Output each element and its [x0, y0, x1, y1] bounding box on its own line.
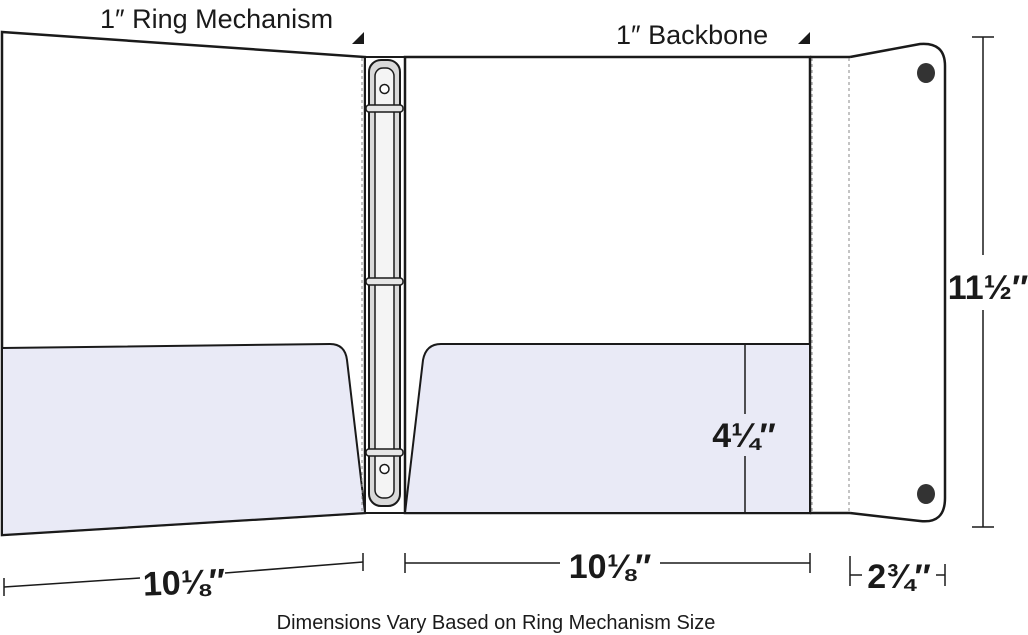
left-width-line-a [3, 577, 141, 588]
ring-mechanism-pointer-icon [352, 32, 364, 44]
ring-rivet-top [379, 83, 390, 95]
caption: Dimensions Vary Based on Ring Mechanism … [277, 612, 716, 634]
pocket-height-label: 4¼″ [712, 417, 776, 455]
flap-width-label: 2¾″ [867, 558, 931, 596]
ring-clip-top [365, 104, 404, 113]
flap-rivet-bottom [917, 484, 935, 504]
left-width-label: 10⅛″ [142, 562, 226, 604]
pocket-label-bg [708, 414, 784, 456]
ring-clip-middle [365, 277, 404, 286]
left-panel [0, 30, 367, 537]
height-label: 11½″ [948, 269, 1028, 307]
left-width-line-b [224, 561, 364, 574]
flap-rivet-top [917, 63, 935, 83]
backbone-label: 1″ Backbone [616, 20, 768, 50]
right-width-label: 10⅛″ [569, 548, 651, 586]
height-dimension: 11½″ [948, 36, 1028, 528]
ring-mechanism-label: 1″ Ring Mechanism [100, 4, 333, 34]
height-label-bg [950, 258, 1026, 308]
backbone [810, 55, 850, 515]
right-pocket [403, 343, 811, 514]
left-pocket [0, 342, 367, 537]
backbone-pointer-icon [798, 32, 810, 44]
flap-outline [849, 42, 947, 523]
ring-mechanism [365, 59, 404, 507]
flap-width-dimension: 2¾″ [849, 556, 946, 596]
left-width-dimension: 10⅛″ [3, 553, 364, 604]
ring-clip-bottom [365, 448, 404, 457]
spine [361, 56, 409, 514]
right-width-dimension: 10⅛″ [404, 548, 811, 586]
ring-rivet-bottom [379, 463, 390, 475]
right-panel [403, 55, 812, 515]
closure-flap [849, 42, 947, 523]
